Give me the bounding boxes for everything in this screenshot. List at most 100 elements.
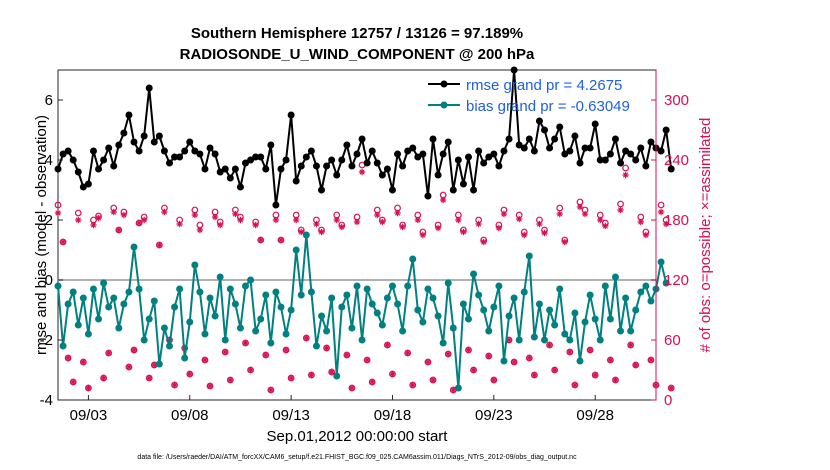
obs-assimilated-stroke — [374, 212, 380, 218]
rmse-point — [79, 183, 87, 191]
obs-assimilated-stroke — [394, 210, 401, 216]
rmse-point — [596, 156, 604, 164]
bias-point — [140, 336, 148, 344]
obs-assimilated-marker — [282, 346, 290, 354]
rmse-point — [454, 156, 462, 164]
bias-point — [348, 324, 356, 332]
rmse-point — [307, 147, 315, 155]
obs-assimilated-marker — [125, 363, 133, 371]
obs-assimilated-stroke — [557, 211, 563, 217]
bias-point — [632, 306, 640, 314]
rmse-point — [394, 150, 402, 158]
bias-point — [262, 291, 270, 299]
obs-assimilated-stroke — [551, 367, 558, 373]
obs-assimilated-stroke — [526, 355, 532, 361]
obs-assimilated-marker — [414, 216, 422, 224]
bias-point — [95, 315, 103, 323]
chart-title: Southern Hemisphere 12757 / 13126 = 97.1… — [191, 25, 523, 42]
bias-point — [596, 336, 604, 344]
bias-point — [297, 291, 305, 299]
obs-assimilated-marker — [591, 371, 599, 379]
obs-assimilated-marker — [455, 216, 462, 224]
obs-assimilated-marker — [485, 352, 492, 360]
legend-rmse-label: rmse grand pr = 4.2675 — [466, 77, 622, 94]
bias-point — [59, 342, 67, 350]
left-tick-label: 0 — [45, 272, 53, 289]
obs-assimilated-stroke — [516, 216, 522, 222]
rmse-point — [591, 120, 599, 128]
obs-assimilated-marker — [80, 358, 87, 366]
obs-assimilated-marker — [171, 381, 178, 389]
rmse-point — [282, 156, 290, 164]
obs-assimilated-stroke — [384, 342, 391, 348]
obs-assimilated-marker — [551, 366, 558, 374]
obs-assimilated-marker — [232, 210, 239, 218]
obs-assimilated-stroke — [491, 377, 497, 383]
rmse-point — [59, 150, 67, 158]
bias-point — [201, 330, 209, 338]
bias-point — [89, 285, 97, 293]
obs-assimilated-stroke — [121, 212, 127, 218]
bias-point — [100, 279, 108, 287]
obs-assimilated-marker — [292, 216, 300, 224]
rmse-point — [378, 171, 386, 179]
x-axis-label: Sep.01,2012 00:00:00 start — [267, 428, 449, 445]
bias-point — [216, 273, 224, 281]
bias-point — [226, 285, 234, 293]
left-tick-label: -2 — [40, 332, 53, 349]
bias-series-layer — [54, 231, 670, 392]
x-tick-label: 09/08 — [171, 407, 209, 424]
obs-assimilated-marker — [419, 231, 427, 239]
obs-assimilated-marker — [140, 216, 148, 224]
right-tick-label: 0 — [664, 392, 672, 409]
obs-assimilated-stroke — [415, 217, 421, 223]
bias-point — [338, 303, 346, 311]
obs-assimilated-stroke — [171, 382, 178, 388]
obs-assimilated-marker — [308, 371, 315, 379]
bias-point — [657, 258, 665, 266]
rmse-point — [439, 150, 447, 158]
obs-assimilated-marker — [546, 341, 553, 349]
obs-assimilated-stroke — [541, 230, 548, 236]
rmse-point — [561, 150, 569, 158]
obs-assimilated-stroke — [75, 217, 81, 223]
obs-assimilated-stroke — [536, 221, 543, 227]
rmse-point — [495, 162, 503, 170]
bias-point — [637, 288, 645, 296]
obs-assimilated-marker — [90, 221, 97, 229]
legend-bias-label: bias grand pr = -0.63049 — [466, 98, 630, 115]
obs-assimilated-marker — [647, 356, 655, 364]
obs-assimilated-stroke — [633, 362, 639, 368]
rmse-point — [520, 144, 528, 152]
obs-assimilated-marker — [247, 366, 254, 374]
obs-assimilated-marker — [328, 368, 335, 376]
rmse-point — [277, 165, 285, 173]
rmse-point — [292, 177, 300, 185]
bias-point — [586, 291, 594, 299]
bias-point — [236, 324, 244, 332]
obs-assimilated-marker — [394, 209, 401, 217]
obs-assimilated-marker — [480, 238, 487, 246]
obs-assimilated-marker — [313, 220, 320, 228]
bias-point — [591, 315, 599, 323]
left-axis-label: rmse and bias (model - observation) — [33, 115, 50, 355]
obs-assimilated-stroke — [668, 385, 674, 391]
rmse-point — [236, 183, 244, 191]
obs-assimilated-marker — [571, 381, 579, 389]
obs-assimilated-stroke — [298, 229, 304, 235]
obs-assimilated-marker — [460, 228, 467, 236]
obs-assimilated-stroke — [486, 353, 492, 359]
obs-assimilated-stroke — [546, 342, 553, 348]
rmse-point — [84, 180, 92, 188]
obs-assimilated-stroke — [303, 335, 309, 341]
rmse-point — [617, 159, 625, 167]
obs-assimilated-marker — [64, 354, 72, 362]
bias-point — [150, 297, 158, 305]
obs-assimilated-stroke — [658, 209, 664, 215]
rmse-point — [419, 150, 427, 158]
left-tick-label: 2 — [45, 212, 53, 229]
bias-point — [302, 231, 310, 239]
obs-assimilated-stroke — [501, 211, 507, 217]
rmse-point — [647, 138, 655, 146]
rmse-point — [100, 156, 108, 164]
